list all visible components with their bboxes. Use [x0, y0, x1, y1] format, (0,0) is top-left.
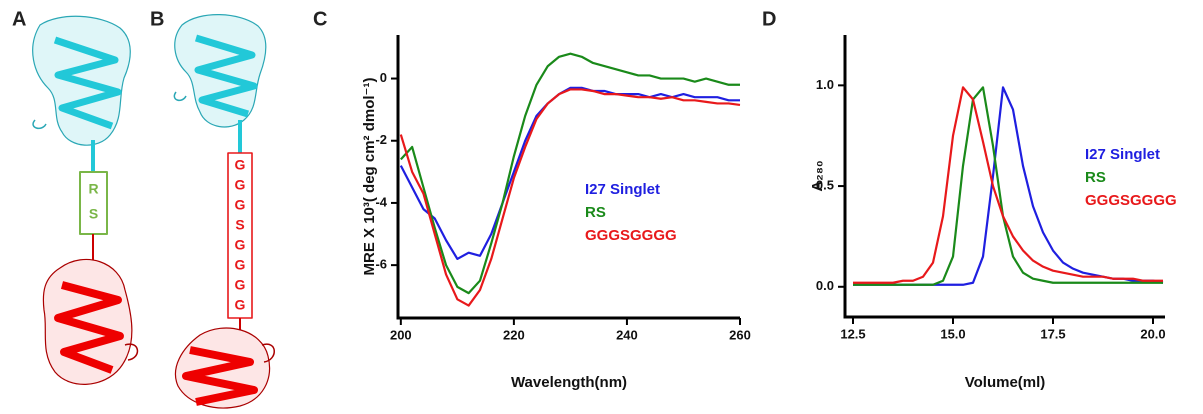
panel-label: C: [313, 8, 327, 30]
y-tick-label: 0.0: [816, 278, 834, 293]
x-tick-label: 15.0: [940, 326, 965, 341]
y-tick-label: 0.5: [816, 178, 834, 193]
y-tick-label: 1.0: [816, 77, 834, 92]
legend-entry: RS: [585, 204, 606, 221]
data-line: [399, 88, 741, 307]
protein-a: R S: [32, 15, 139, 385]
data-line: [853, 86, 1163, 284]
panel-label: A: [12, 8, 26, 30]
data-line: [400, 52, 740, 295]
y-tick-label: -2: [375, 132, 387, 147]
linker-residue: S: [235, 217, 244, 233]
x-tick-label: 17.5: [1040, 326, 1065, 341]
y-tick-label: 0: [380, 70, 387, 85]
linker-residue: G: [235, 297, 246, 313]
x-tick-label: 20.0: [1140, 326, 1165, 341]
x-tick-label: 12.5: [840, 326, 865, 341]
y-axis-title: MRE X 10³( deg cm² dmol⁻¹): [361, 78, 378, 276]
linker-residue: G: [235, 197, 246, 213]
legend-entry: RS: [1085, 169, 1106, 186]
linker-residue: S: [89, 206, 98, 222]
x-axis-title: Wavelength(nm): [511, 374, 627, 391]
linker-residue: G: [235, 157, 246, 173]
x-axis-title: Volume(ml): [965, 374, 1046, 391]
linker-residue: G: [235, 257, 246, 273]
x-tick-label: 200: [390, 327, 412, 342]
data-line: [853, 86, 1164, 286]
x-tick-label: 220: [503, 327, 525, 342]
data-line: [399, 86, 740, 261]
y-axis-title: A₂₈₀: [809, 160, 826, 191]
y-tick-label: -4: [375, 194, 387, 209]
linker-residue: G: [235, 277, 246, 293]
x-tick-label: 240: [616, 327, 638, 342]
legend-entry: I27 Singlet: [585, 181, 660, 198]
y-tick-label: -6: [375, 257, 387, 272]
linker-residue: G: [235, 237, 246, 253]
legend-entry: GGGSGGGG: [1085, 192, 1177, 209]
panel-label: B: [150, 8, 164, 30]
legend-entry: I27 Singlet: [1085, 146, 1160, 163]
legend-entry: GGGSGGGG: [585, 227, 677, 244]
data-line: [853, 86, 1163, 286]
x-tick-label: 260: [729, 327, 751, 342]
protein-b: GGGSGGGG: [173, 14, 275, 409]
linker-residue: R: [88, 181, 98, 197]
panel-label: D: [762, 8, 776, 30]
linker-residue: G: [235, 177, 246, 193]
